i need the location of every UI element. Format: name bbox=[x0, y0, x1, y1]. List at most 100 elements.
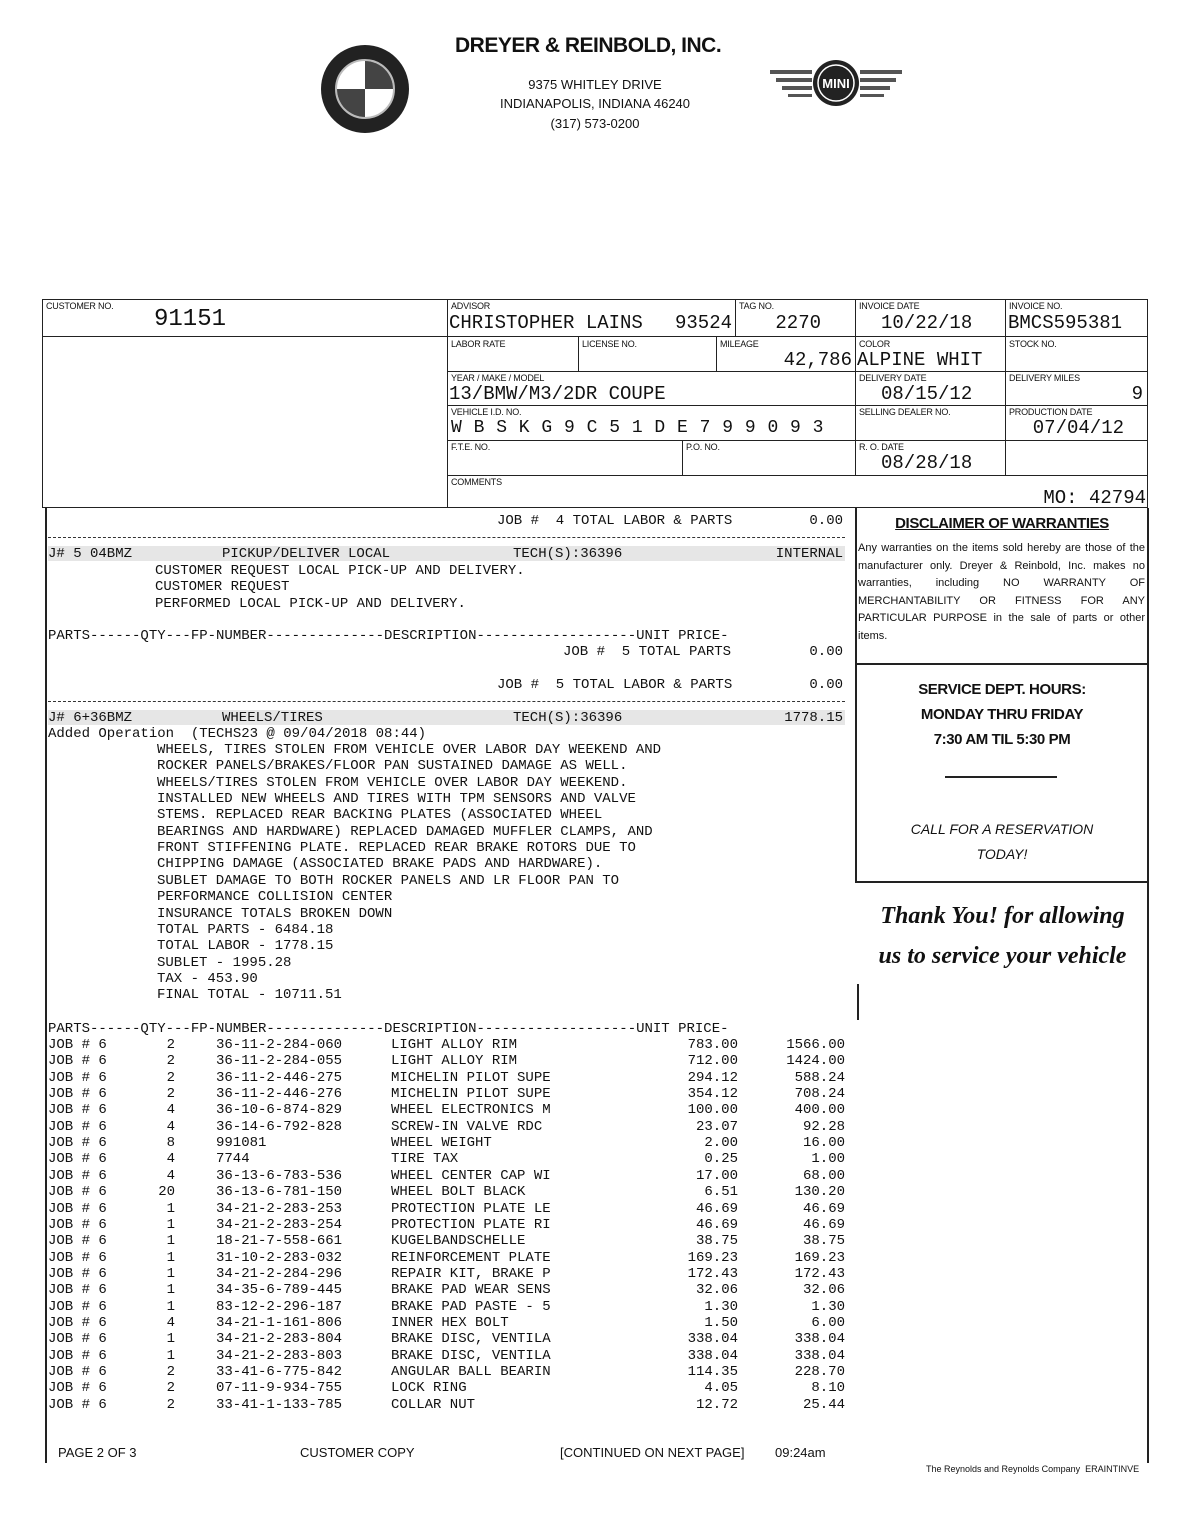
job6-description-line: TAX - 453.90 bbox=[157, 970, 258, 987]
parts-unit-price: 12.72 bbox=[695, 1396, 738, 1413]
job6-title: WHEELS/TIRES bbox=[222, 710, 323, 726]
parts-unit-price: 100.00 bbox=[687, 1102, 738, 1119]
delivery-date-cell: DELIVERY DATE 08/15/12 bbox=[855, 371, 1006, 406]
ro-date-cell: R. O. DATE 08/28/18 bbox=[855, 440, 1006, 476]
parts-fp-number: 34-21-2-283-254 bbox=[216, 1216, 343, 1233]
selling-dealer-cell: SELLING DEALER NO. bbox=[855, 405, 1006, 441]
separator bbox=[48, 701, 845, 702]
parts-qty: 8 bbox=[166, 1135, 175, 1152]
job6-description-line: TOTAL LABOR - 1778.15 bbox=[157, 938, 334, 955]
stock-cell: STOCK NO. bbox=[1005, 337, 1148, 372]
parts-description: KUGELBANDSCHELLE bbox=[391, 1233, 526, 1250]
job6-description-line: ROCKER PANELS/BRAKES/FLOOR PAN SUSTAINED… bbox=[157, 758, 628, 775]
parts-description: LOCK RING bbox=[391, 1380, 467, 1397]
production-date-label: PRODUCTION DATE bbox=[1009, 407, 1093, 417]
job5-tech: TECH(S):36396 bbox=[513, 546, 623, 562]
job6-code: J# 6+36BMZ bbox=[48, 710, 133, 726]
license-label: LICENSE NO. bbox=[582, 339, 637, 349]
mileage-label: MILEAGE bbox=[720, 339, 759, 349]
invoice-no: BMCS595381 bbox=[1008, 312, 1123, 334]
parts-fp-number: 33-41-1-133-785 bbox=[216, 1396, 343, 1413]
job5-amount: INTERNAL bbox=[775, 546, 843, 562]
job4-total: 0.00 bbox=[809, 513, 843, 529]
parts-description: SCREW-IN VALVE RDC bbox=[391, 1118, 543, 1135]
parts-extended-price: 1424.00 bbox=[786, 1053, 845, 1070]
parts-fp-number: 34-35-6-789-445 bbox=[216, 1282, 343, 1299]
hours-title: SERVICE DEPT. HOURS: bbox=[918, 681, 1086, 698]
parts-qty: 2 bbox=[166, 1037, 175, 1053]
job5-description-line: PERFORMED LOCAL PICK-UP AND DELIVERY. bbox=[155, 595, 466, 612]
parts-fp-number: 7744 bbox=[216, 1151, 250, 1168]
parts-description: TIRE TAX bbox=[391, 1151, 459, 1168]
company-address-2: INDIANAPOLIS, INDIANA 46240 bbox=[499, 96, 691, 111]
parts-job: JOB # 6 bbox=[48, 1233, 107, 1250]
parts-unit-price: 38.75 bbox=[695, 1233, 738, 1250]
parts-job: JOB # 6 bbox=[48, 1249, 107, 1266]
comments-cell: COMMENTS MO: 42794 bbox=[447, 475, 1148, 508]
parts-header: PARTS------QTY---FP-NUMBER--------------… bbox=[48, 628, 729, 644]
job6-description-line: WHEELS, TIRES STOLEN FROM VEHICLE OVER L… bbox=[157, 742, 662, 758]
parts-fp-number: 36-11-2-446-276 bbox=[216, 1086, 343, 1103]
parts-fp-number: 07-11-9-934-755 bbox=[216, 1380, 343, 1397]
side-panel-divider-lower bbox=[857, 984, 859, 1020]
parts-extended-price: 172.43 bbox=[794, 1265, 845, 1282]
invoice-no-label: INVOICE NO. bbox=[1009, 301, 1063, 311]
parts-description: MICHELIN PILOT SUPE bbox=[391, 1069, 551, 1086]
parts-fp-number: 34-21-2-284-296 bbox=[216, 1265, 343, 1282]
parts-job: JOB # 6 bbox=[48, 1265, 107, 1282]
job5-description-line: CUSTOMER REQUEST bbox=[155, 579, 290, 596]
parts-fp-number: 31-10-2-283-032 bbox=[216, 1249, 343, 1266]
job6-added-operation: Added Operation (TECHS23 @ 09/04/2018 08… bbox=[48, 726, 427, 742]
parts-unit-price: 354.12 bbox=[687, 1086, 738, 1103]
parts-job: JOB # 6 bbox=[48, 1086, 107, 1103]
parts-description: WHEEL WEIGHT bbox=[391, 1135, 492, 1152]
body-left-border bbox=[45, 508, 47, 1463]
parts-description: PROTECTION PLATE LE bbox=[391, 1200, 551, 1217]
parts-job: JOB # 6 bbox=[48, 1184, 107, 1201]
mini-logo-text: MINI bbox=[822, 76, 849, 91]
invoice-date: 10/22/18 bbox=[881, 312, 973, 334]
mileage: 42,786 bbox=[783, 349, 852, 371]
parts-description: MICHELIN PILOT SUPE bbox=[391, 1086, 551, 1103]
parts-extended-price: 38.75 bbox=[802, 1233, 845, 1250]
job6-description-line: TOTAL PARTS - 6484.18 bbox=[157, 921, 334, 938]
parts-description: LIGHT ALLOY RIM bbox=[391, 1037, 518, 1053]
parts-description: REPAIR KIT, BRAKE P bbox=[391, 1265, 551, 1282]
parts-description: WHEEL CENTER CAP WI bbox=[391, 1167, 551, 1184]
parts-extended-price: 338.04 bbox=[794, 1331, 845, 1348]
parts-fp-number: 34-21-2-283-804 bbox=[216, 1331, 343, 1348]
parts-job: JOB # 6 bbox=[48, 1314, 107, 1331]
parts-qty: 1 bbox=[166, 1282, 175, 1299]
parts-fp-number: 33-41-6-775-842 bbox=[216, 1364, 343, 1380]
parts-job: JOB # 6 bbox=[48, 1200, 107, 1217]
parts-unit-price: 114.35 bbox=[687, 1364, 738, 1380]
delivery-miles-cell: DELIVERY MILES 9 bbox=[1005, 371, 1148, 406]
job6-amount: 1778.15 bbox=[784, 710, 843, 726]
parts-unit-price: 6.51 bbox=[704, 1184, 738, 1201]
parts-qty: 4 bbox=[166, 1314, 175, 1331]
company-phone: (317) 573-0200 bbox=[550, 116, 640, 131]
parts-qty: 1 bbox=[166, 1233, 175, 1250]
parts-description: REINFORCEMENT PLATE bbox=[391, 1249, 551, 1266]
ro-date: 08/28/18 bbox=[881, 452, 973, 474]
parts-job: JOB # 6 bbox=[48, 1298, 107, 1315]
parts-fp-number: 36-11-2-284-055 bbox=[216, 1053, 343, 1070]
parts-fp-number: 34-21-1-161-806 bbox=[216, 1314, 343, 1331]
parts-job: JOB # 6 bbox=[48, 1053, 107, 1070]
parts-job: JOB # 6 bbox=[48, 1216, 107, 1233]
parts-unit-price: 17.00 bbox=[695, 1167, 738, 1184]
job6-description-line: STEMS. REPLACED REAR BACKING PLATES (ASS… bbox=[157, 807, 603, 824]
parts-description: BRAKE PAD PASTE - 5 bbox=[391, 1298, 551, 1315]
po-label: P.O. NO. bbox=[686, 442, 720, 452]
job6-description-line: CHIPPING DAMAGE (ASSOCIATED BRAKE PADS A… bbox=[157, 856, 603, 873]
parts-extended-price: 46.69 bbox=[802, 1200, 845, 1217]
parts-qty: 20 bbox=[158, 1184, 175, 1201]
parts-qty: 4 bbox=[166, 1167, 175, 1184]
print-time: 09:24am bbox=[775, 1445, 826, 1460]
thank-you-line-1: Thank You! for allowing bbox=[880, 903, 1125, 929]
parts-extended-price: 169.23 bbox=[794, 1249, 845, 1266]
advisor-cell: ADVISOR CHRISTOPHER LAINS 93524 bbox=[447, 299, 736, 337]
parts-extended-price: 46.69 bbox=[802, 1216, 845, 1233]
parts-extended-price: 588.24 bbox=[794, 1069, 845, 1086]
parts-unit-price: 4.05 bbox=[704, 1380, 738, 1397]
